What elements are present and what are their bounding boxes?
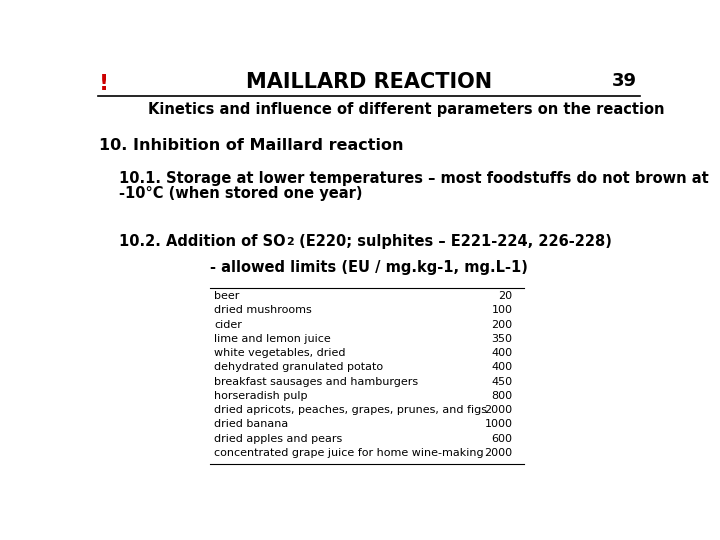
Text: -10°C (when stored one year): -10°C (when stored one year)	[120, 186, 363, 201]
Text: - allowed limits (EU / mg.kg-1, mg.L-1): - allowed limits (EU / mg.kg-1, mg.L-1)	[210, 260, 528, 275]
Text: 100: 100	[491, 306, 513, 315]
Text: dehydrated granulated potato: dehydrated granulated potato	[214, 362, 383, 373]
Text: 800: 800	[491, 391, 513, 401]
Text: 600: 600	[491, 434, 513, 444]
Text: 39: 39	[611, 72, 636, 91]
Text: 20: 20	[498, 291, 513, 301]
Text: Kinetics and influence of different parameters on the reaction: Kinetics and influence of different para…	[148, 102, 665, 117]
Text: breakfast sausages and hamburgers: breakfast sausages and hamburgers	[214, 377, 418, 387]
Text: 10.1. Storage at lower temperatures – most foodstuffs do not brown at: 10.1. Storage at lower temperatures – mo…	[120, 171, 709, 186]
Text: cider: cider	[214, 320, 242, 329]
Text: lime and lemon juice: lime and lemon juice	[214, 334, 330, 344]
Text: 450: 450	[491, 377, 513, 387]
Text: 2: 2	[286, 237, 294, 247]
Text: 400: 400	[491, 348, 513, 358]
Text: 10.2. Addition of SO: 10.2. Addition of SO	[120, 234, 286, 249]
Text: dried mushrooms: dried mushrooms	[214, 306, 312, 315]
Text: 350: 350	[491, 334, 513, 344]
Text: 2000: 2000	[485, 448, 513, 458]
Text: dried apricots, peaches, grapes, prunes, and figs: dried apricots, peaches, grapes, prunes,…	[214, 405, 487, 415]
Text: concentrated grape juice for home wine-making: concentrated grape juice for home wine-m…	[214, 448, 484, 458]
Text: white vegetables, dried: white vegetables, dried	[214, 348, 346, 358]
Text: horseradish pulp: horseradish pulp	[214, 391, 307, 401]
Text: 10. Inhibition of Maillard reaction: 10. Inhibition of Maillard reaction	[99, 138, 404, 153]
Text: dried apples and pears: dried apples and pears	[214, 434, 342, 444]
Text: beer: beer	[214, 291, 239, 301]
Text: !: !	[99, 74, 109, 94]
Text: dried banana: dried banana	[214, 420, 288, 429]
Text: 2000: 2000	[485, 405, 513, 415]
Text: (E220; sulphites – E221-224, 226-228): (E220; sulphites – E221-224, 226-228)	[294, 234, 612, 249]
Text: 400: 400	[491, 362, 513, 373]
Text: 200: 200	[491, 320, 513, 329]
Text: MAILLARD REACTION: MAILLARD REACTION	[246, 72, 492, 92]
Text: 1000: 1000	[485, 420, 513, 429]
